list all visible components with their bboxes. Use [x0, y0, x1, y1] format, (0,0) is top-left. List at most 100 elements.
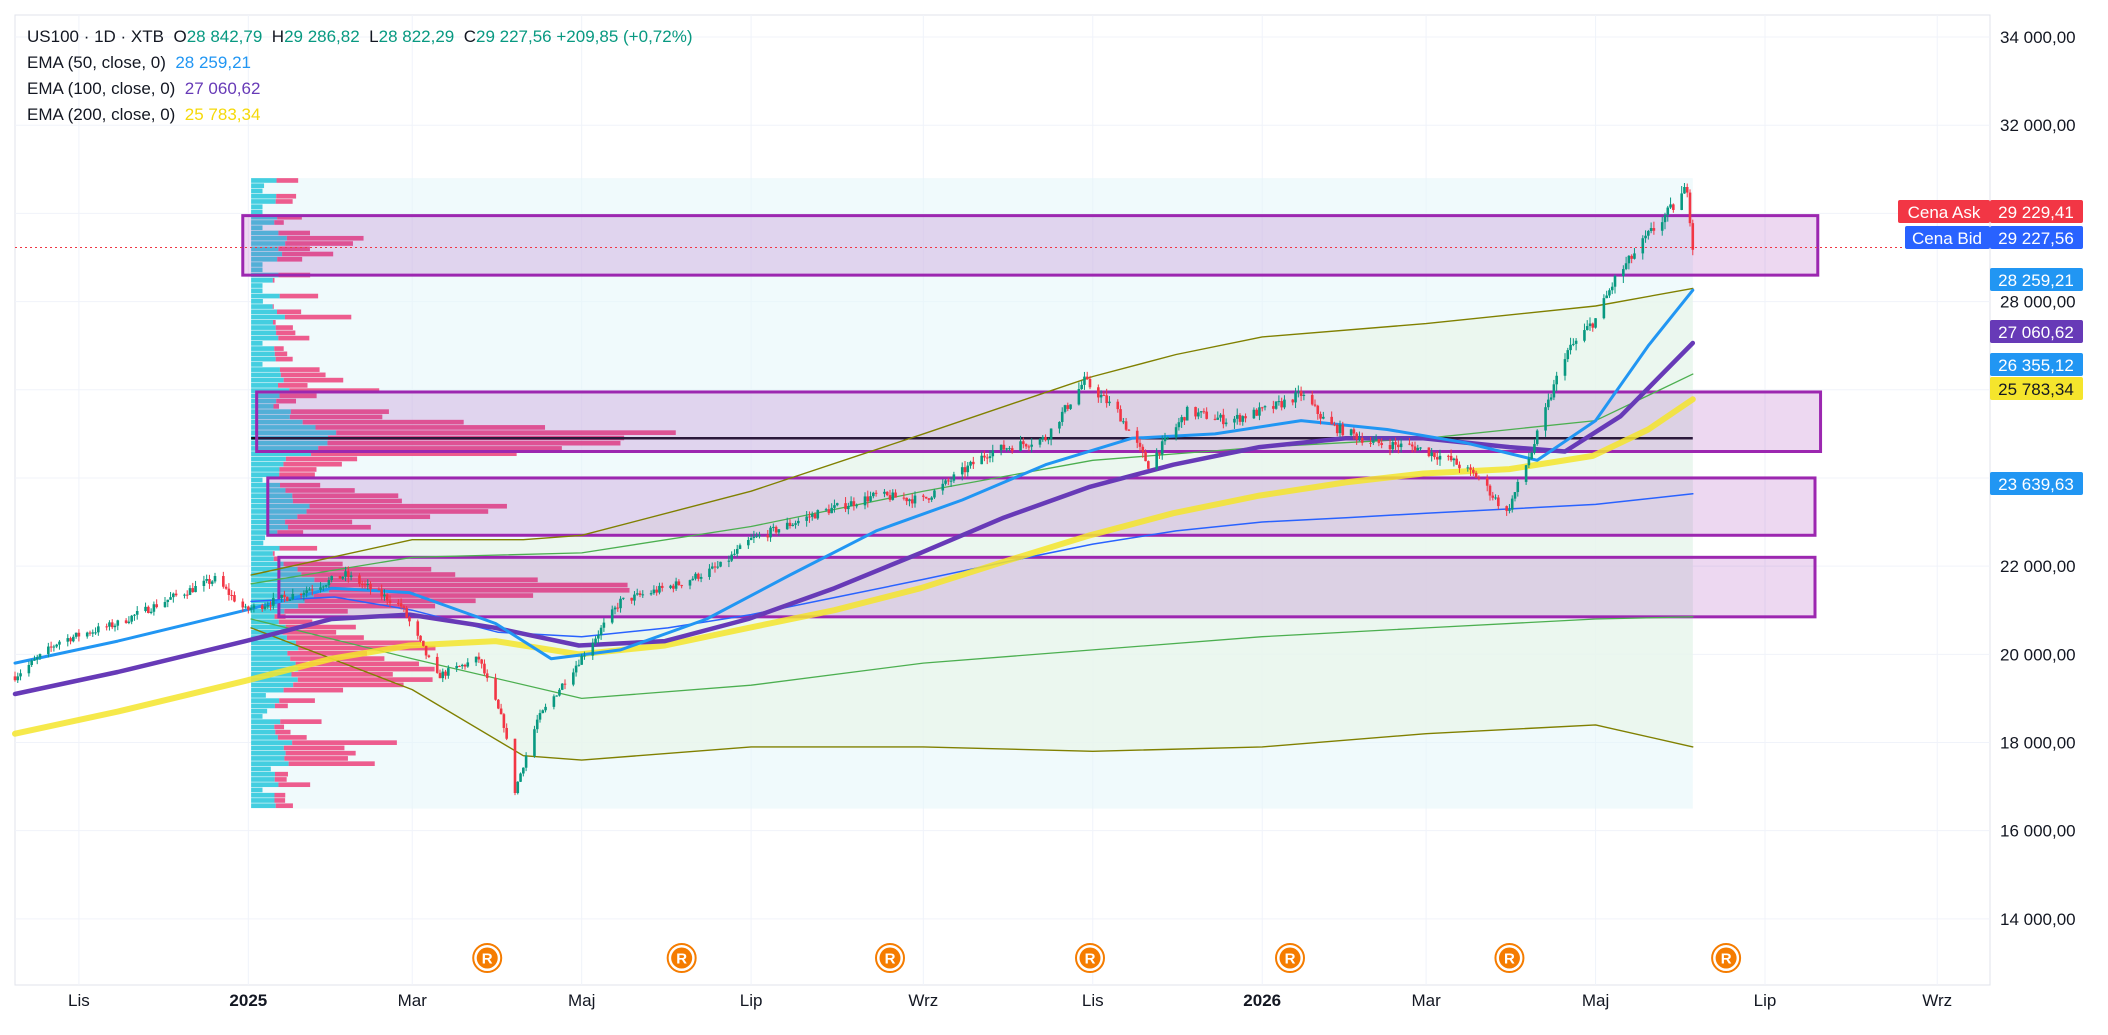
candle-body: [266, 605, 270, 607]
candle-body: [272, 597, 275, 606]
candle-body: [522, 767, 525, 774]
r-marker[interactable]: R: [1494, 943, 1525, 973]
candle-body: [691, 578, 695, 581]
volume-row-down: [278, 782, 311, 788]
candle-body: [1358, 438, 1361, 440]
y-tick-label[interactable]: 20 000,00: [2000, 645, 2076, 664]
r-marker[interactable]: R: [1711, 943, 1742, 973]
candle-body: [1277, 401, 1281, 403]
volume-row-up: [251, 724, 275, 730]
candle-body: [777, 529, 781, 533]
zone-box[interactable]: [266, 476, 1817, 537]
candle-body: [558, 689, 561, 696]
candle-body: [1622, 269, 1625, 276]
volume-row-up: [251, 335, 279, 341]
candle-body: [930, 497, 933, 500]
x-tick-label[interactable]: Lip: [1754, 991, 1777, 1010]
candle-body: [1352, 429, 1356, 434]
volume-row-down: [315, 425, 546, 430]
volume-row-up: [251, 503, 310, 509]
ema50-value: 28 259,21: [175, 53, 251, 72]
y-tick-label[interactable]: 22 000,00: [2000, 557, 2076, 576]
ema100-row[interactable]: EMA (100, close, 0) 27 060,62: [27, 76, 692, 102]
zone-box[interactable]: [241, 214, 1820, 277]
ohlc-row[interactable]: US100 · 1D · XTB O28 842,79 H29 286,82 L…: [27, 24, 692, 50]
y-tick-label[interactable]: 14 000,00: [2000, 910, 2076, 929]
volume-row-up: [251, 214, 278, 220]
x-tick-label[interactable]: Wrz: [1922, 991, 1952, 1010]
volume-row-up: [251, 220, 275, 225]
candle-body: [1038, 439, 1042, 445]
r-marker[interactable]: R: [875, 943, 905, 973]
volume-row-down: [328, 582, 628, 588]
x-axis[interactable]: Lis 2025 Mar Maj Lip Wrz Lis 2026 Mar Maj Lip Wrz: [68, 991, 1952, 1010]
x-tick-label[interactable]: Mar: [1411, 991, 1441, 1010]
candle-body: [322, 586, 325, 588]
r-marker[interactable]: R: [472, 943, 503, 973]
x-tick-label[interactable]: Lip: [740, 991, 763, 1010]
candle-body: [383, 594, 386, 597]
candle-body: [730, 554, 733, 561]
candle-body: [1369, 442, 1372, 444]
volume-row-down: [288, 524, 371, 530]
r-marker[interactable]: R: [1275, 943, 1305, 973]
candle-body: [833, 505, 836, 508]
candle-body: [344, 571, 347, 577]
volume-row-up: [251, 803, 276, 809]
chart-legend[interactable]: US100 · 1D · XTB O28 842,79 H29 286,82 L…: [27, 24, 692, 128]
x-tick-label[interactable]: Wrz: [908, 991, 938, 1010]
ema200-label[interactable]: EMA (200, close, 0): [27, 105, 176, 124]
volume-row-down: [288, 761, 375, 767]
volume-row-up: [251, 698, 280, 703]
candle-body: [466, 662, 470, 667]
y-tick-label[interactable]: 32 000,00: [2000, 116, 2076, 135]
zone-box[interactable]: [277, 555, 1817, 619]
candle-body: [1416, 447, 1420, 451]
volume-row-down: [277, 214, 302, 220]
volume-row-down: [280, 719, 322, 724]
x-tick-label[interactable]: 2025: [229, 991, 267, 1010]
y-tick-label[interactable]: 34 000,00: [2000, 28, 2076, 47]
candle-body: [563, 683, 567, 685]
volume-row-up: [251, 756, 285, 761]
r-marker[interactable]: R: [1075, 943, 1105, 973]
y-tick-label[interactable]: 18 000,00: [2000, 734, 2076, 753]
zone-boxes[interactable]: [241, 214, 1823, 619]
candle-body: [483, 663, 486, 674]
ema50-label[interactable]: EMA (50, close, 0): [27, 53, 166, 72]
r-marker[interactable]: R: [666, 943, 697, 973]
x-tick-label[interactable]: Lis: [1082, 991, 1104, 1010]
ema100-label[interactable]: EMA (100, close, 0): [27, 79, 176, 98]
candle-body: [49, 646, 53, 648]
candle-body: [785, 522, 789, 530]
candle-body: [27, 665, 31, 674]
volume-row-up: [251, 614, 275, 619]
x-tick-label[interactable]: Mar: [398, 991, 428, 1010]
zone-box[interactable]: [255, 390, 1823, 453]
candle-body: [1649, 228, 1653, 232]
volume-row-down: [272, 551, 275, 556]
candle-body: [1652, 228, 1656, 231]
candle-body: [1194, 406, 1197, 417]
volume-row-up: [251, 393, 280, 399]
candle-body: [555, 695, 558, 697]
bid-label: Cena Bid: [1912, 229, 1982, 248]
r-marker-circle: [1279, 947, 1301, 969]
ema200-row[interactable]: EMA (200, close, 0) 25 783,34: [27, 102, 692, 128]
candle-body: [94, 632, 97, 634]
ema50-row[interactable]: EMA (50, close, 0) 28 259,21: [27, 50, 692, 76]
candle-body: [797, 520, 800, 524]
y-tick-label[interactable]: 28 000,00: [2000, 293, 2076, 312]
r-marker-letter: R: [1721, 951, 1732, 968]
x-tick-label[interactable]: Lis: [68, 991, 90, 1010]
symbol-label[interactable]: US100 · 1D · XTB: [27, 27, 164, 46]
x-tick-label[interactable]: Maj: [568, 991, 595, 1010]
candle-body: [427, 655, 431, 657]
candle-body: [388, 600, 392, 603]
candle-body: [1010, 448, 1014, 451]
x-tick-label[interactable]: Maj: [1582, 991, 1609, 1010]
y-tick-label[interactable]: 16 000,00: [2000, 822, 2076, 841]
x-tick-label[interactable]: 2026: [1243, 991, 1281, 1010]
